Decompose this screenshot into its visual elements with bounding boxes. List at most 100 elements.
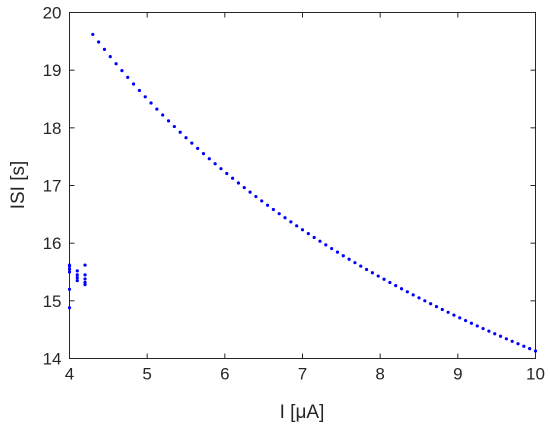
data-point <box>67 287 72 291</box>
data-point <box>196 146 200 151</box>
data-point <box>83 283 87 287</box>
data-point <box>155 107 159 111</box>
data-point <box>347 257 351 261</box>
y-tick-label: 15 <box>43 292 62 311</box>
data-point <box>114 62 118 66</box>
data-point <box>260 199 264 203</box>
data-point <box>166 119 171 123</box>
data-point <box>83 277 87 281</box>
data-point <box>330 246 334 251</box>
data-point <box>143 95 147 99</box>
data-point <box>335 250 340 254</box>
data-point <box>172 124 176 129</box>
data-point <box>405 290 409 294</box>
x-tick-label: 4 <box>65 365 74 384</box>
data-point <box>359 264 363 268</box>
x-tick-label: 9 <box>453 365 462 384</box>
data-point <box>324 243 328 247</box>
y-tick-label: 16 <box>43 234 62 253</box>
data-point <box>184 136 188 140</box>
data-points <box>67 32 538 353</box>
data-point <box>75 279 79 283</box>
y-tick-label: 17 <box>43 177 62 196</box>
data-point <box>242 185 246 190</box>
data-point <box>236 181 241 185</box>
data-point <box>83 263 87 267</box>
data-point <box>67 267 72 271</box>
data-point <box>131 82 136 86</box>
data-point <box>108 55 112 59</box>
data-point <box>277 212 281 216</box>
data-point <box>364 267 369 272</box>
data-point <box>516 342 520 346</box>
data-point <box>411 293 415 297</box>
data-point <box>481 326 485 331</box>
data-point <box>91 32 95 37</box>
x-axis-label: I [μA] <box>280 402 325 423</box>
data-point <box>83 280 87 284</box>
data-point <box>231 176 235 180</box>
data-point <box>149 101 153 105</box>
data-point <box>312 235 316 240</box>
data-point <box>67 306 72 310</box>
data-point <box>75 273 79 277</box>
data-point <box>528 347 532 351</box>
data-point <box>67 270 72 274</box>
x-tick-label: 10 <box>526 365 545 384</box>
data-point <box>388 280 392 285</box>
data-point <box>137 88 141 93</box>
x-tick-label: 5 <box>142 365 151 384</box>
data-point <box>178 130 182 134</box>
data-point <box>498 334 503 338</box>
data-point <box>417 296 421 300</box>
data-point <box>219 167 223 171</box>
data-point <box>341 254 345 258</box>
data-point <box>306 232 310 236</box>
data-point <box>376 274 380 278</box>
data-point <box>283 216 287 220</box>
data-point <box>83 273 87 277</box>
x-tick-label: 7 <box>298 365 307 384</box>
data-point <box>370 271 374 275</box>
data-point <box>464 318 468 323</box>
data-point <box>399 287 404 291</box>
data-point <box>289 220 293 224</box>
data-point <box>487 329 491 333</box>
data-point <box>458 316 462 320</box>
data-point <box>295 224 299 228</box>
axes-box <box>69 12 536 359</box>
y-tick-label: 20 <box>43 4 62 23</box>
data-point <box>353 261 357 265</box>
y-tick-label: 18 <box>43 119 62 138</box>
data-point <box>510 339 514 343</box>
data-point <box>120 69 124 73</box>
data-point <box>440 307 444 312</box>
data-point <box>75 276 79 280</box>
x-tick-label: 8 <box>375 365 384 384</box>
data-point <box>429 302 433 306</box>
data-point <box>201 152 206 156</box>
data-point <box>434 305 439 309</box>
y-tick-label: 14 <box>43 350 62 369</box>
data-point <box>213 162 217 166</box>
data-point <box>248 190 252 194</box>
data-point <box>97 40 101 44</box>
data-point <box>126 75 130 79</box>
data-point <box>75 269 79 273</box>
tick-group: 4 5 6 7 8 9 10 14 15 16 17 18 19 20 <box>43 4 545 384</box>
data-point <box>300 228 305 232</box>
data-point <box>394 284 398 288</box>
x-tick-label: 6 <box>220 365 229 384</box>
data-point <box>190 141 194 145</box>
data-point <box>469 321 474 325</box>
data-point <box>225 171 229 176</box>
data-point <box>382 277 386 281</box>
plot-area: 4 5 6 7 8 9 10 14 15 16 17 18 19 20 <box>43 4 545 384</box>
y-tick-label: 19 <box>43 61 62 80</box>
data-point <box>271 207 275 212</box>
data-point <box>475 324 479 328</box>
data-point <box>452 313 456 317</box>
data-point <box>493 332 497 336</box>
data-point <box>533 349 538 353</box>
